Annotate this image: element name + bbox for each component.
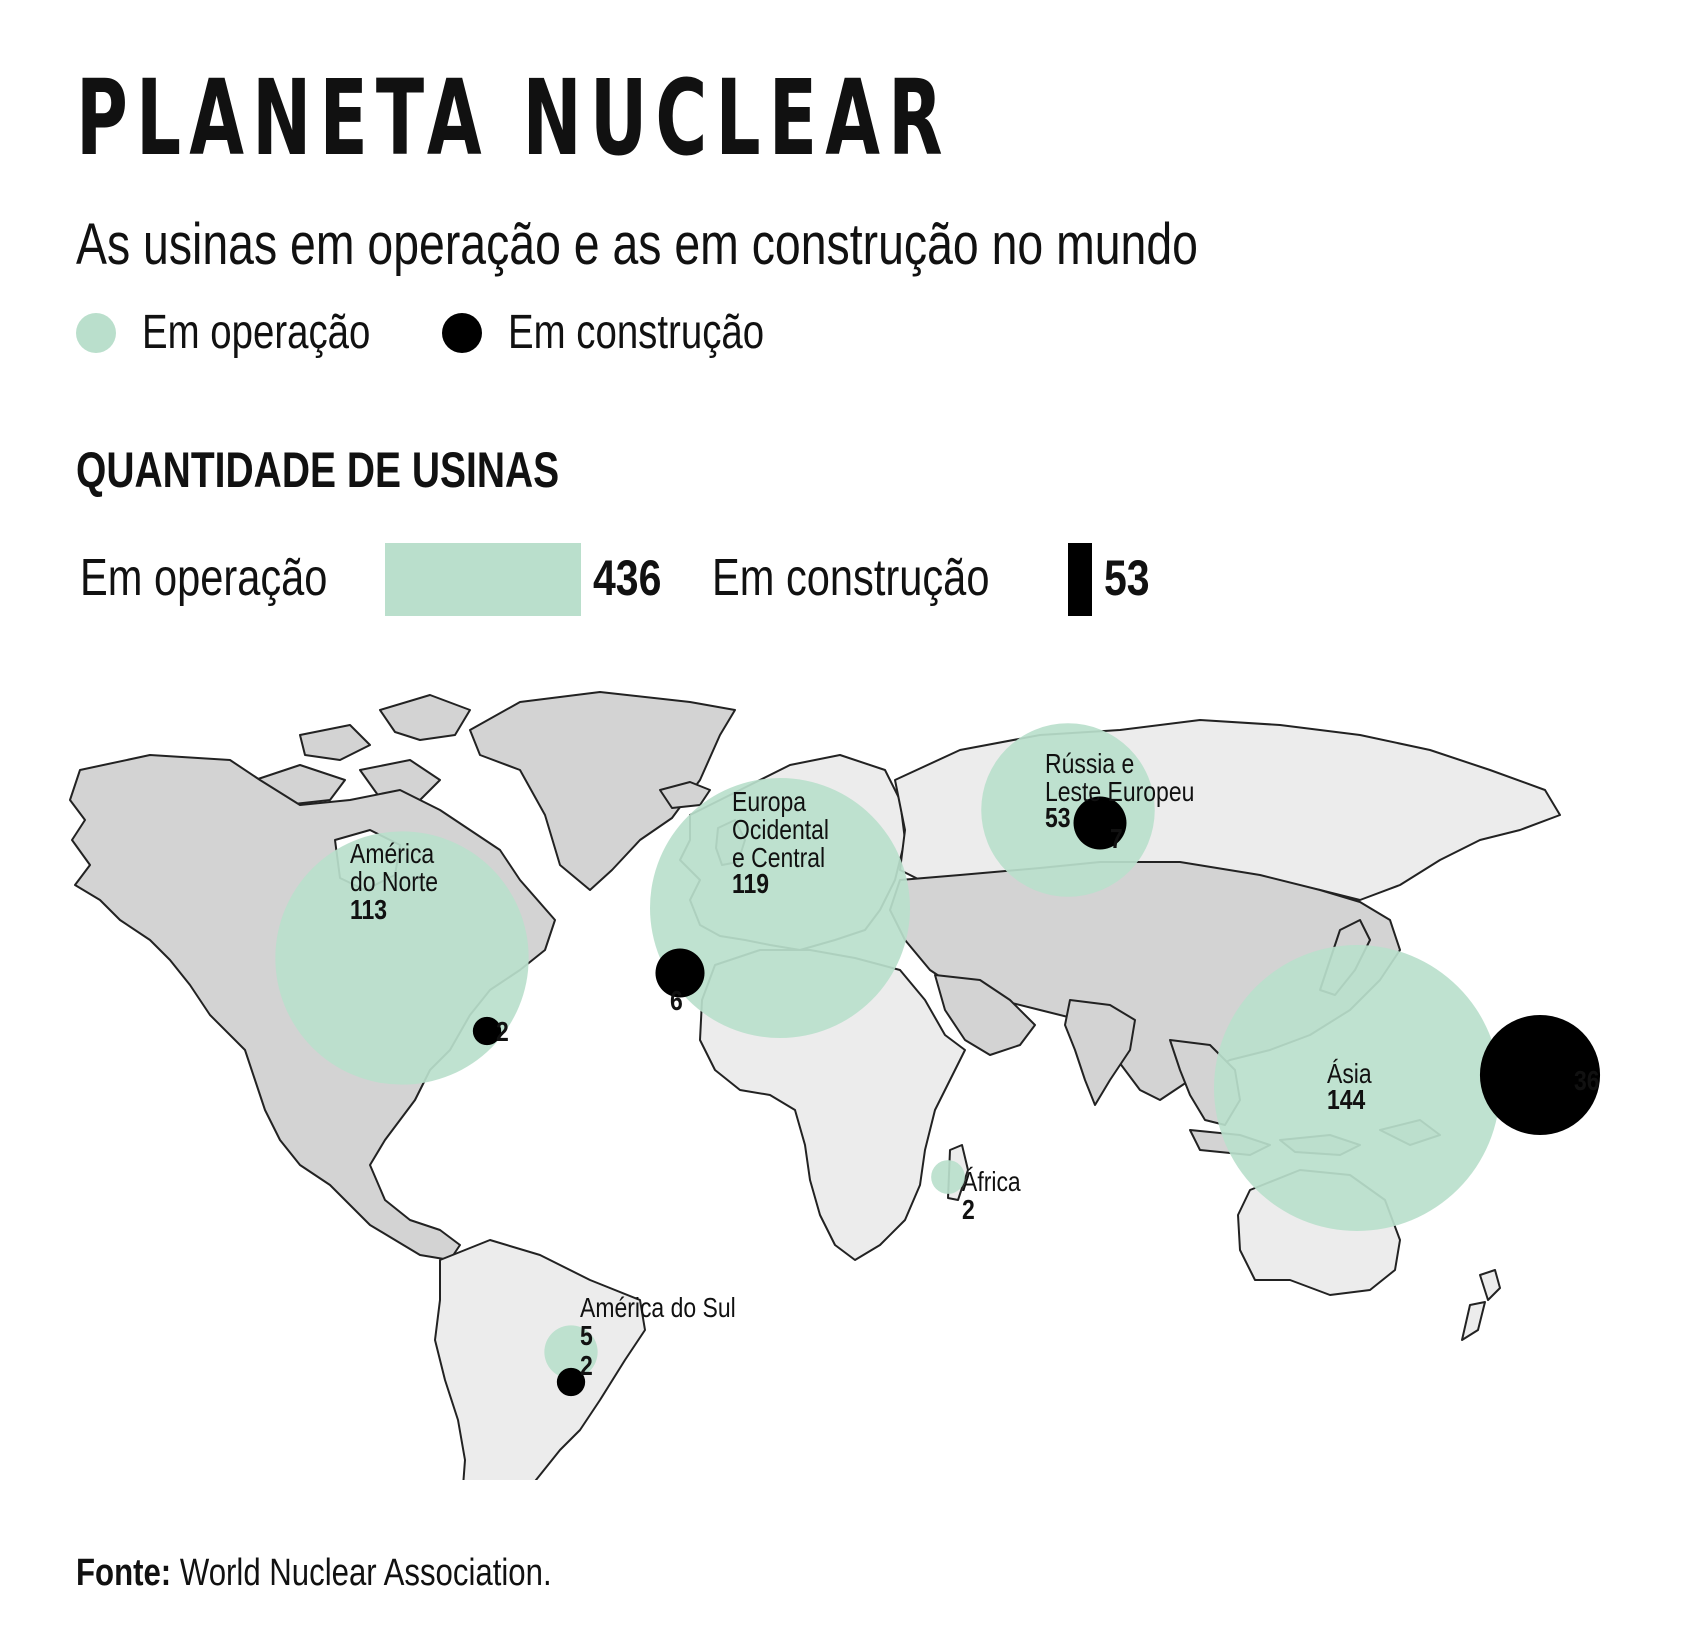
label-north-america: América do Norte xyxy=(350,838,439,897)
source-prefix: Fonte: xyxy=(76,1552,172,1594)
bubble-operation-1 xyxy=(650,778,910,1038)
page-title: PLANETA NUCLEAR xyxy=(76,57,951,179)
page-subtitle: As usinas em operação e as em construção… xyxy=(76,212,1198,277)
label-africa: África xyxy=(962,1166,1021,1197)
bubble-operation-2 xyxy=(981,723,1155,897)
summary-construction-label: Em construção xyxy=(712,549,990,607)
value-op-europe: 119 xyxy=(732,868,770,899)
land-greenland xyxy=(469,691,736,891)
legend-label-operation: Em operação xyxy=(142,306,371,359)
bubble-construction-3 xyxy=(1479,1014,1601,1136)
bubble-operation-4 xyxy=(931,1160,965,1194)
legend-dot-construction xyxy=(442,313,482,353)
source-text: World Nuclear Association. xyxy=(179,1552,552,1594)
bubble-operation-5 xyxy=(544,1325,598,1379)
value-con-europe: 6 xyxy=(670,985,683,1016)
land-iceland xyxy=(659,781,711,809)
label-asia: Ásia xyxy=(1327,1058,1372,1089)
value-con-russia: 7 xyxy=(1110,823,1123,854)
value-op-south-america: 5 xyxy=(580,1320,593,1351)
value-con-south-america: 2 xyxy=(580,1350,593,1381)
summary-construction-value: 53 xyxy=(1103,550,1150,606)
value-con-asia: 36 xyxy=(1574,1065,1600,1096)
world-map: América do Norte 113 2 Europa Ocidental … xyxy=(0,640,1692,1480)
bubble-construction-2 xyxy=(1073,796,1127,850)
bubble-construction-1 xyxy=(655,948,705,998)
value-con-north-america: 2 xyxy=(496,1016,509,1047)
bubble-construction-5 xyxy=(556,1367,586,1397)
value-op-north-america: 113 xyxy=(350,894,388,925)
quantity-heading: QUANTIDADE DE USINAS xyxy=(76,442,560,498)
bubble-construction-0 xyxy=(472,1016,502,1046)
land-india xyxy=(1064,999,1136,1106)
value-op-asia: 144 xyxy=(1327,1084,1366,1115)
label-europe: Europa Ocidental e Central xyxy=(732,786,830,873)
world-map-svg xyxy=(69,691,1601,1480)
value-op-africa: 2 xyxy=(962,1194,975,1225)
bubble-operation-0 xyxy=(275,831,529,1085)
legend-label-construction: Em construção xyxy=(508,306,765,359)
legend: Em operação Em construção xyxy=(76,303,976,363)
label-russia: Rússia e Leste Europeu xyxy=(1045,748,1195,807)
summary-operation-label: Em operação xyxy=(80,549,328,607)
summary-construction-bar xyxy=(1068,543,1092,616)
label-south-america: América do Sul xyxy=(580,1292,736,1323)
summary-operation-bar xyxy=(385,543,581,616)
bubble-layer xyxy=(275,723,1601,1397)
land-south-america xyxy=(434,1239,646,1480)
value-op-russia: 53 xyxy=(1045,802,1071,833)
summary-operation-value: 436 xyxy=(593,550,662,606)
land-arabia xyxy=(934,974,1036,1056)
land-new-zealand xyxy=(1461,1269,1501,1341)
land-arctic-islands xyxy=(249,694,471,839)
legend-dot-operation xyxy=(76,313,116,353)
source-note: Fonte: World Nuclear Association. xyxy=(76,1550,552,1596)
bubble-operation-3 xyxy=(1214,945,1500,1231)
